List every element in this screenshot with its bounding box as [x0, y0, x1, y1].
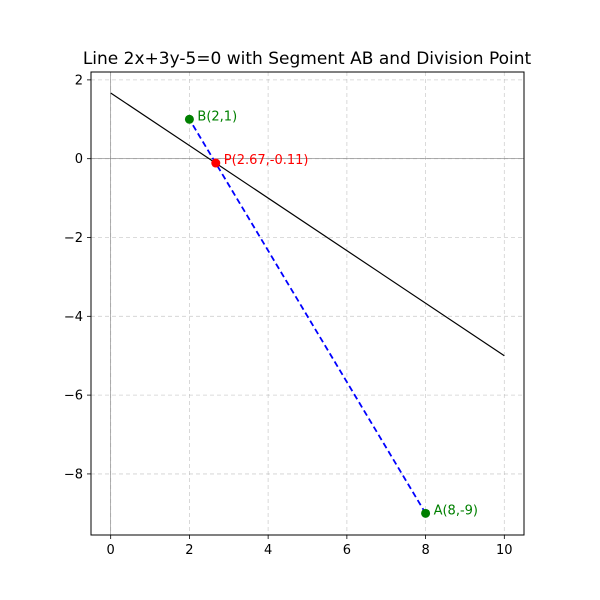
y-tick-label: 2 — [75, 73, 83, 88]
zero-lines — [91, 72, 524, 535]
axes-frame — [90, 71, 525, 536]
point-label: A(8,-9) — [434, 503, 478, 518]
annotations: A(8,-9) B(2,1) P(2.67,-0.11) — [197, 109, 478, 518]
point-marker — [184, 114, 194, 124]
x-tick-label: 2 — [185, 543, 193, 558]
x-tick-label: 6 — [343, 543, 351, 558]
y-tick-label: −2 — [64, 231, 83, 246]
chart-title: Line 2x+3y-5=0 with Segment AB and Divis… — [83, 49, 532, 69]
point-label: P(2.67,-0.11) — [224, 153, 309, 168]
x-tick-label: 10 — [496, 543, 513, 558]
x-tick-label: 0 — [107, 543, 115, 558]
segment-ab-line — [188, 118, 427, 514]
grid — [91, 72, 524, 535]
y-tick-label: −6 — [64, 389, 83, 404]
x-tick-label: 8 — [421, 543, 429, 558]
equation-line — [110, 92, 505, 357]
point-marker — [211, 158, 221, 168]
point-label: B(2,1) — [197, 109, 237, 124]
y-tick-label: −8 — [64, 467, 83, 482]
point-marker — [421, 508, 431, 518]
y-tick-label: −4 — [64, 310, 83, 325]
ticks: 0 2 4 6 8 10 2 0 −2 −4 −6 −8 — [64, 73, 513, 558]
y-tick-label: 0 — [75, 152, 83, 167]
x-tick-label: 4 — [264, 543, 272, 558]
series-layer — [110, 92, 505, 514]
points-layer — [184, 114, 431, 518]
